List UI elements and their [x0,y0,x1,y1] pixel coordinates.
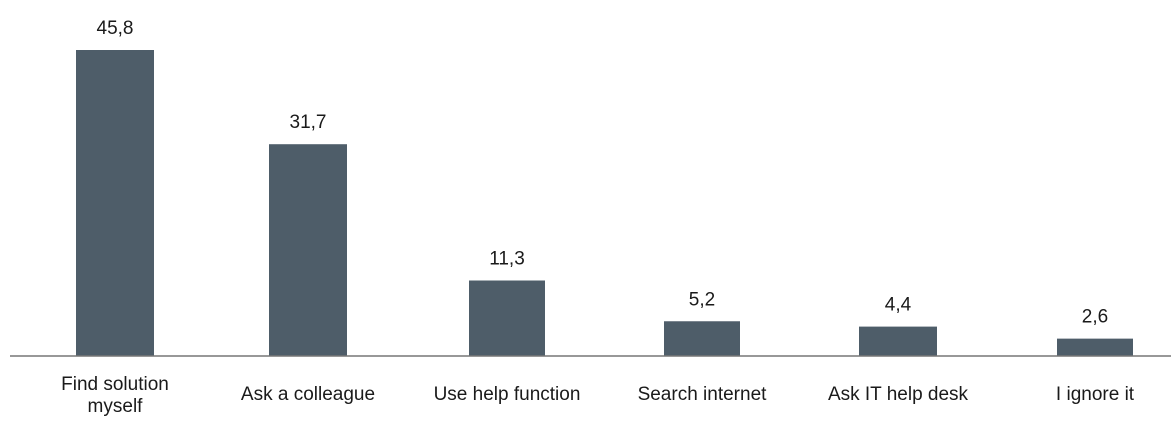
category-label-0-line-0: Find solution [61,374,169,395]
data-label-0: 45,8 [97,18,134,39]
data-label-4: 4,4 [885,295,912,316]
bar-4 [859,326,937,356]
category-label-1: Ask a colleague [241,384,375,405]
category-label-0-line-1: myself [88,396,144,417]
category-label-4: Ask IT help desk [828,384,969,405]
bar-3 [664,321,740,356]
bars-layer [76,50,1133,356]
data-label-1: 31,7 [290,112,327,133]
bar-0 [76,50,154,356]
data-label-2: 11,3 [489,249,525,270]
category-label-3: Search internet [638,384,768,405]
data-label-3: 5,2 [689,289,715,310]
bar-1 [269,144,347,356]
category-label-2: Use help function [434,384,581,405]
category-label-5: I ignore it [1056,384,1135,405]
data-label-5: 2,6 [1082,307,1108,328]
bar-2 [469,280,545,356]
bar-5 [1057,338,1133,356]
